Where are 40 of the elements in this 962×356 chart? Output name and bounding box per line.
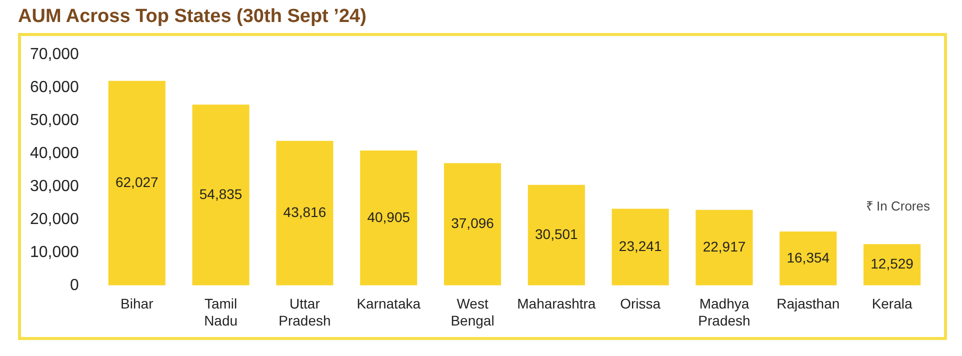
annotation: ₹ In Crores (866, 198, 930, 214)
data-label: 40,905 (367, 208, 410, 225)
x-tick-label: Kerala (872, 296, 912, 312)
x-tick-label: West Bengal (450, 296, 494, 328)
data-label: 23,241 (618, 238, 662, 254)
y-tick-label: 20,000 (30, 210, 80, 228)
data-label: 16,354 (786, 249, 830, 266)
bar (276, 140, 334, 286)
bar (108, 80, 166, 286)
x-tick-label: Orissa (620, 296, 661, 312)
y-tick-label: 40,000 (30, 144, 80, 162)
y-tick-label: 50,000 (30, 112, 80, 129)
bar (612, 208, 669, 286)
bar (360, 150, 418, 286)
bar (696, 210, 753, 286)
bar (528, 184, 585, 286)
y-tick-label: 10,000 (30, 244, 80, 261)
x-tick-label: Madhya Pradesh (698, 296, 750, 328)
data-label: 12,529 (870, 256, 914, 272)
bar (864, 244, 921, 286)
y-tick-label: 60,000 (30, 78, 80, 96)
x-tick-label: Karnataka (356, 296, 421, 312)
x-tick-label: Uttar Pradesh (278, 296, 331, 328)
y-tick-label: 30,000 (30, 178, 80, 195)
x-tick-label: Maharashtra (517, 296, 596, 312)
chart-title: AUM Across Top States (30th Sept ’24) (18, 6, 366, 28)
data-label: 62,027 (115, 174, 159, 190)
x-tick-label: Rajasthan (776, 296, 840, 312)
data-label: 43,816 (283, 204, 326, 220)
data-label: 54,835 (199, 186, 242, 202)
bar (192, 104, 250, 286)
x-tick-label: Tamil Nadu (204, 296, 238, 328)
x-tick-label: Bihar (120, 296, 154, 312)
data-label: 37,096 (451, 215, 494, 232)
data-label: 22,917 (702, 238, 746, 254)
y-tick-label: 70,000 (30, 46, 80, 64)
y-tick-label: 0 (70, 276, 80, 294)
bar (780, 231, 837, 286)
bar (444, 163, 502, 286)
data-label: 30,501 (535, 226, 578, 242)
